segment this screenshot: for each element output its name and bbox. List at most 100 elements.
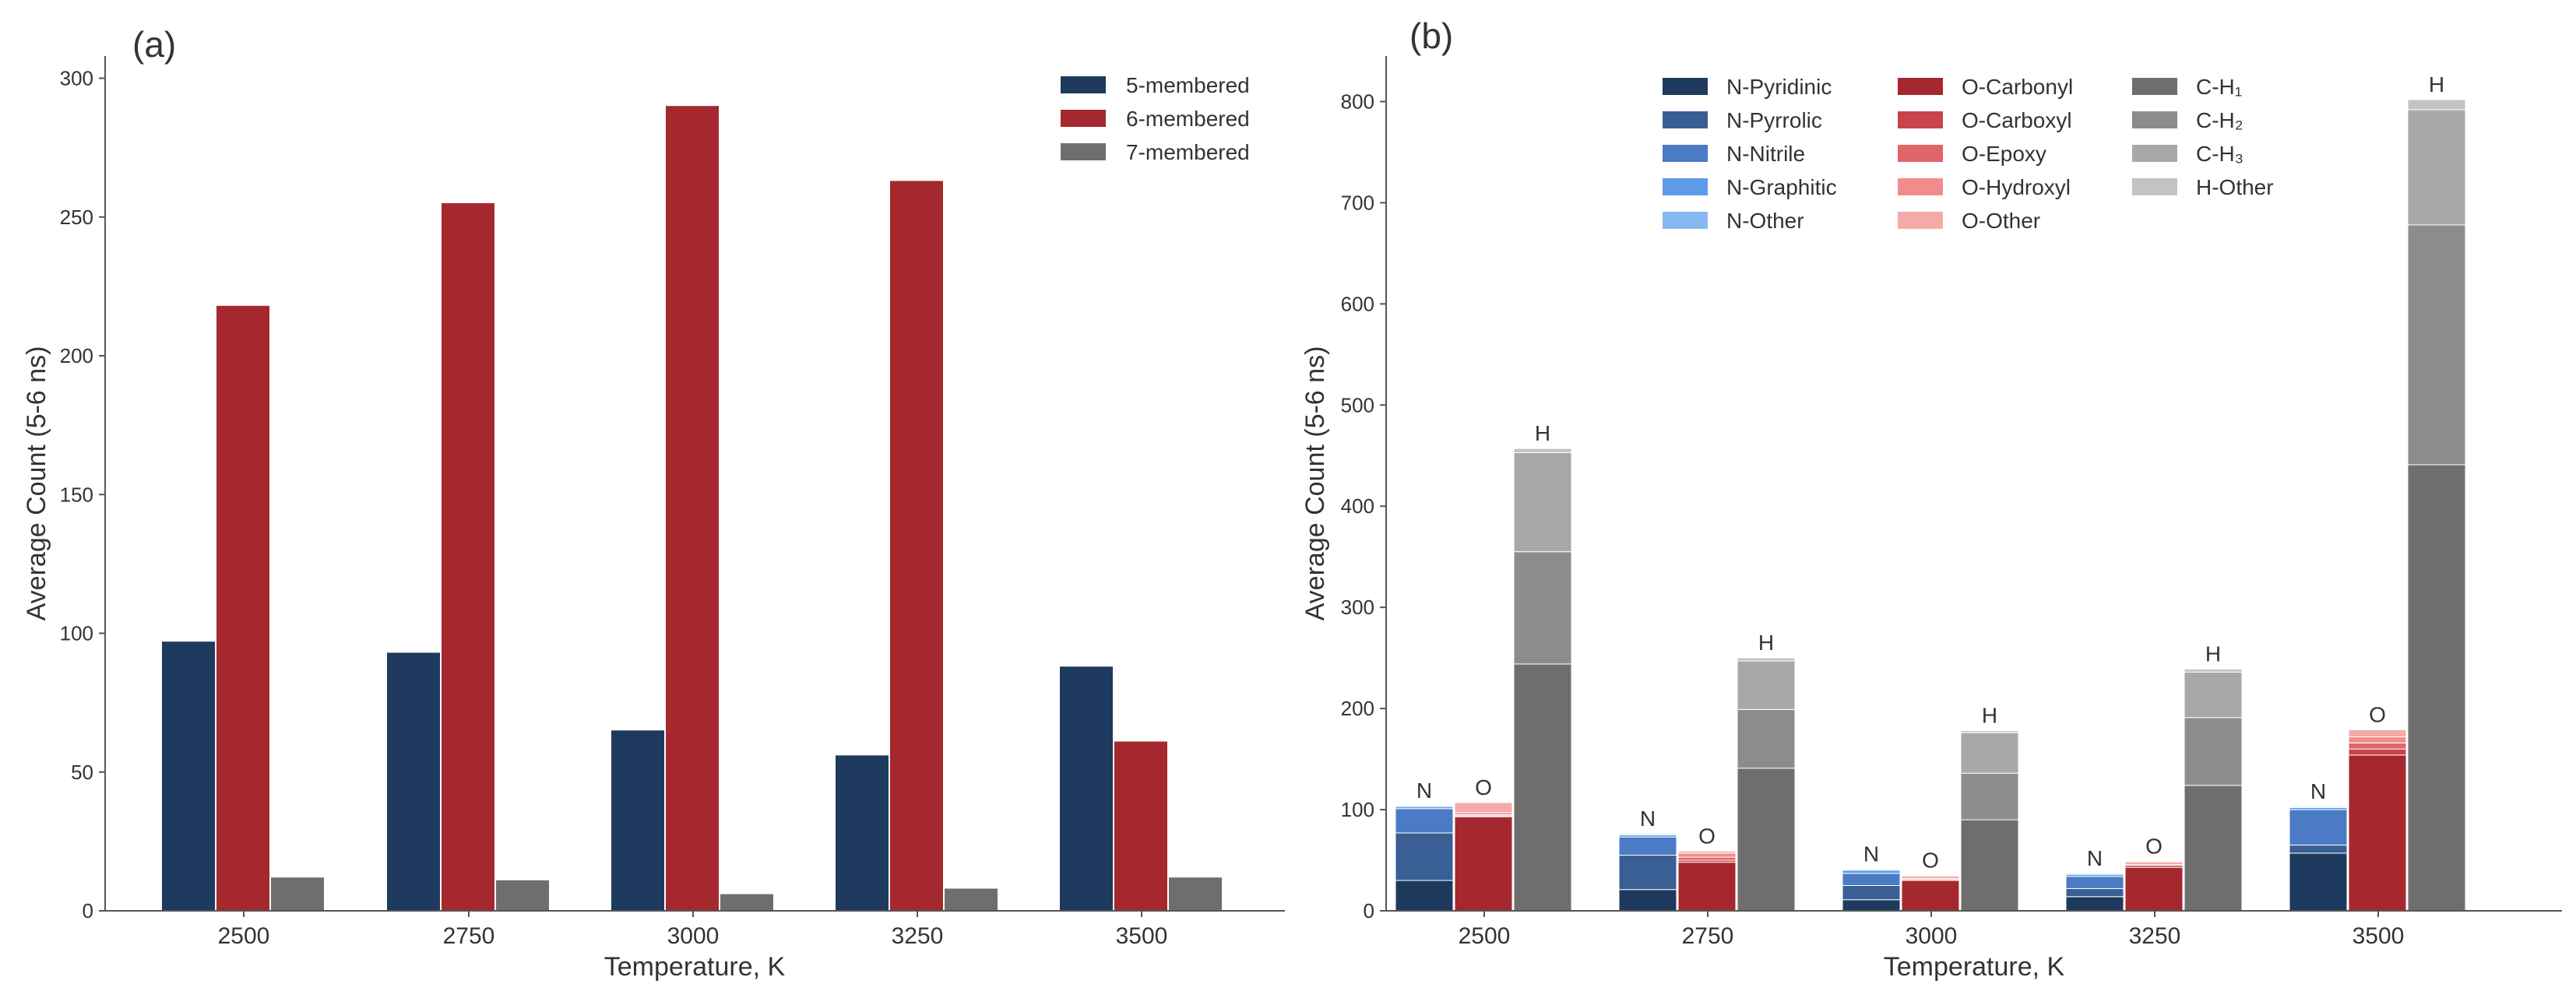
x-tick-label-3000: 3000 [1906,923,1958,949]
bar-n-pyridinic-2500 [1395,880,1454,912]
bar-n-graphitic-3000 [1842,870,1901,874]
panel-b-label: (b) [1409,16,1453,56]
stack-label-h-3500: H [2429,72,2444,97]
bar-n-pyrrolic-3000 [1842,885,1901,901]
y-tick-label-200: 200 [1341,697,1374,720]
x-tick-label-3250: 3250 [892,923,944,949]
y-tick-label-250: 250 [60,206,93,229]
stack-label-o-3250: O [2145,834,2163,858]
bar-c-h-2750 [1737,768,1796,912]
legend-swatch-n-pyridinic [1663,78,1708,95]
y-tick-label-500: 500 [1341,393,1374,416]
y-tick-label-600: 600 [1341,292,1374,315]
x-tick-label-3500: 3500 [2353,923,2405,949]
bar-n-pyrrolic-3500 [2289,845,2348,854]
stack-label-h-3250: H [2205,641,2221,666]
legend-label-n-graphitic: N-Graphitic [1726,175,1837,199]
x-tick-label-3500: 3500 [1116,923,1168,949]
legend-swatch-c-h [2132,111,2177,128]
y-tick-label-300: 300 [60,67,93,90]
bar-h-other-3250 [2184,668,2243,673]
bar-c-h-2500 [1513,452,1572,553]
bar-n-pyrrolic-2500 [1395,832,1454,881]
stack-label-h-2750: H [1758,631,1774,655]
legend-swatch-o-other [1898,212,1943,229]
panel-a-x-axis-label: Temperature, K [604,952,786,982]
y-tick-label-100: 100 [60,622,93,645]
bar-n-other-3500 [2289,806,2348,808]
bar-6-membered-2750 [442,202,494,912]
legend-label-o-hydroxyl: O-Hydroxyl [1962,175,2071,199]
x-tick-label-2500: 2500 [1459,923,1511,949]
panel-b-bars: N O H N O H N O H N O H N O H [1395,72,2466,912]
legend-swatch-n-nitrile [1663,145,1708,162]
stack-label-o-3000: O [1922,849,1939,873]
bar-n-pyridinic-2750 [1618,889,1677,912]
legend-label-c-h: C-H₁ [2196,75,2242,99]
bar-5-membered-3500 [1060,666,1113,911]
x-tick-label-2750: 2750 [443,923,495,949]
bar-5-membered-2500 [162,641,215,911]
bar-7-membered-3250 [945,888,998,911]
panel-a-legend: 5-membered 6-membered 7-membered [1061,73,1250,164]
bar-o-other-3500 [2348,729,2407,738]
legend-label-o-carboxyl: O-Carboxyl [1962,108,2072,132]
panel-a-y-axis-label: Average Count (5-6 ns) [22,346,51,621]
bar-o-other-2500 [1454,802,1513,814]
legend-label-o-other: O-Other [1962,209,2040,233]
panel-a-bars [162,106,1222,912]
bar-o-epoxy-2750 [1677,856,1737,861]
x-tick-label-3250: 3250 [2129,923,2181,949]
legend-swatch-o-hydroxyl [1898,178,1943,195]
bar-o-hydroxyl-3500 [2348,736,2407,743]
legend-label-c-h: C-H₂ [2196,108,2243,132]
bar-c-h-2500 [1513,551,1572,665]
legend-label-n-pyrrolic: N-Pyrrolic [1726,108,1822,132]
bar-c-h-3250 [2184,671,2243,719]
bar-c-h-3250 [2184,717,2243,786]
bar-h-other-3000 [1960,730,2019,733]
legend-swatch-5-membered [1061,76,1106,93]
legend-swatch-6-membered [1061,110,1106,127]
legend-label-o-carbonyl: O-Carbonyl [1962,75,2073,99]
y-tick-label-400: 400 [1341,494,1374,518]
legend-swatch-o-epoxy [1898,145,1943,162]
stack-label-o-3500: O [2369,702,2386,726]
legend-swatch-7-membered [1061,143,1106,160]
panel-b-legend: N-Pyridinic N-Pyrrolic N-Nitrile N-Graphiti… [1663,75,2274,233]
bar-c-h-3000 [1960,772,2019,821]
bar-o-other-3250 [2124,860,2184,863]
panel-b: (b) N O H N O H N O H N O H N O H 0 100 200 300 400 500 600 7… [1300,16,2562,982]
legend-swatch-c-h [2132,145,2177,162]
legend-label-5-membered: 5-membered [1126,73,1250,97]
bar-o-hydroxyl-2750 [1677,852,1737,858]
legend-label-6-membered: 6-membered [1126,107,1250,131]
stack-label-h-3000: H [1982,704,1997,728]
y-tick-label-700: 700 [1341,191,1374,214]
bar-h-other-2750 [1737,657,1796,662]
bar-7-membered-2500 [271,877,324,911]
bar-o-epoxy-3500 [2348,742,2407,750]
bar-5-membered-3000 [611,730,664,911]
bar-h-other-3500 [2407,99,2466,111]
bar-o-carboxyl-3500 [2348,748,2407,756]
y-tick-label-150: 150 [60,483,93,506]
x-tick-label-2750: 2750 [1682,923,1734,949]
stack-label-o-2500: O [1475,775,1492,799]
bar-n-pyridinic-3500 [2289,852,2348,912]
x-tick-label-2500: 2500 [218,923,270,949]
bar-n-pyridinic-3000 [1842,899,1901,912]
bar-o-carbonyl-2500 [1454,816,1513,912]
panel-a-y-ticks: 0 50 100 150 200 250 300 [60,67,105,922]
stack-label-n-3500: N [2310,779,2326,803]
legend-label-h-other: H-Other [2196,175,2274,199]
legend-label-n-pyridinic: N-Pyridinic [1726,75,1832,99]
panel-b-y-ticks: 0 100 200 300 400 500 600 700 800 [1341,90,1386,922]
bar-6-membered-3500 [1114,741,1167,911]
bar-o-carbonyl-3500 [2348,754,2407,912]
bar-c-h-3000 [1960,819,2019,912]
bar-6-membered-3250 [890,181,943,912]
bar-6-membered-2500 [216,305,269,912]
bar-n-pyrrolic-2750 [1618,855,1677,891]
